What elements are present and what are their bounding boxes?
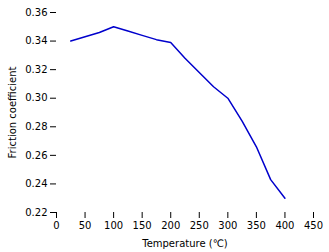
svg-text:0.26: 0.26 bbox=[25, 150, 47, 161]
svg-text:0.30: 0.30 bbox=[25, 92, 47, 103]
svg-text:450: 450 bbox=[304, 220, 323, 231]
svg-text:Temperature (℃): Temperature (℃) bbox=[141, 238, 228, 249]
svg-text:350: 350 bbox=[247, 220, 266, 231]
svg-text:200: 200 bbox=[161, 220, 180, 231]
svg-text:250: 250 bbox=[190, 220, 209, 231]
svg-text:50: 50 bbox=[79, 220, 92, 231]
svg-text:0.24: 0.24 bbox=[25, 178, 47, 189]
svg-text:400: 400 bbox=[275, 220, 294, 231]
svg-text:Friction coefficient: Friction coefficient bbox=[7, 66, 18, 158]
svg-text:0.22: 0.22 bbox=[25, 207, 47, 218]
svg-text:150: 150 bbox=[133, 220, 152, 231]
svg-text:100: 100 bbox=[104, 220, 123, 231]
svg-text:0.34: 0.34 bbox=[25, 35, 47, 46]
svg-text:0.36: 0.36 bbox=[25, 7, 47, 18]
svg-text:0.32: 0.32 bbox=[25, 64, 47, 75]
svg-text:300: 300 bbox=[218, 220, 237, 231]
svg-text:0: 0 bbox=[53, 220, 59, 231]
svg-text:0.28: 0.28 bbox=[25, 121, 47, 132]
